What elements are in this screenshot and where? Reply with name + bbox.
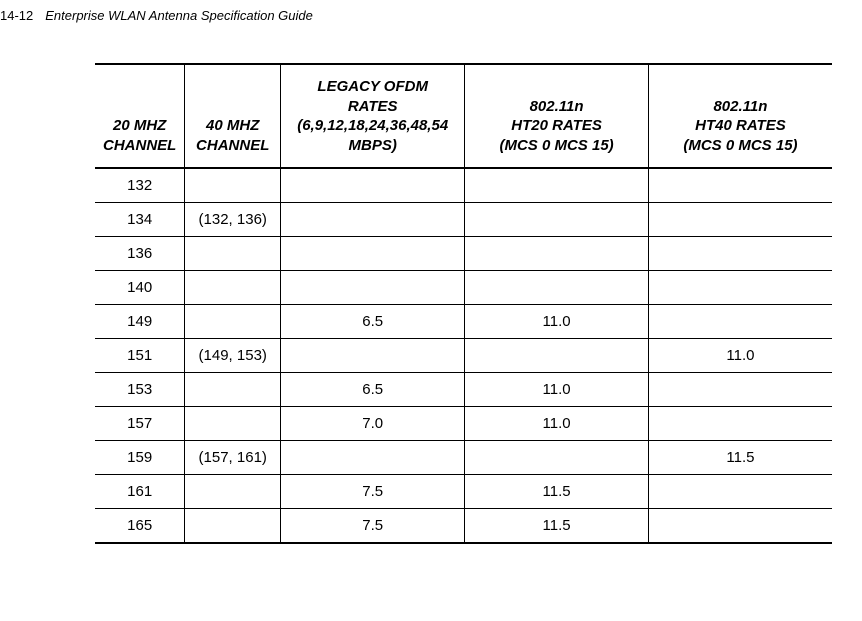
cell-ht40: 11.5 [648, 441, 832, 475]
cell-ht20: 11.5 [465, 509, 649, 544]
cell-20mhz: 151 [95, 339, 185, 373]
table-row: 159 (157, 161) 11.5 [95, 441, 832, 475]
table-container: 20 MHZ CHANNEL 40 MHZ CHANNEL LEGACY OFD… [0, 63, 832, 544]
header-text: 802.11n [657, 97, 824, 117]
col-header-legacy: LEGACY OFDM RATES (6,9,12,18,24,36,48,54… [281, 64, 465, 168]
cell-40mhz [185, 271, 281, 305]
table-row: 153 6.5 11.0 [95, 373, 832, 407]
cell-40mhz: (149, 153) [185, 339, 281, 373]
header-text: HT40 RATES [657, 116, 824, 136]
table-header-row: 20 MHZ CHANNEL 40 MHZ CHANNEL LEGACY OFD… [95, 64, 832, 168]
cell-40mhz [185, 407, 281, 441]
cell-legacy: 6.5 [281, 305, 465, 339]
col-header-ht20: 802.11n HT20 RATES (MCS 0 MCS 15) [465, 64, 649, 168]
header-text: (MCS 0 MCS 15) [473, 136, 640, 156]
header-text: MBPS) [289, 136, 456, 156]
cell-ht20 [465, 271, 649, 305]
cell-ht20 [465, 339, 649, 373]
cell-20mhz: 153 [95, 373, 185, 407]
header-text: (MCS 0 MCS 15) [657, 136, 824, 156]
cell-ht40 [648, 237, 832, 271]
cell-ht40: 11.0 [648, 339, 832, 373]
cell-legacy [281, 441, 465, 475]
cell-40mhz: (132, 136) [185, 203, 281, 237]
cell-ht40 [648, 373, 832, 407]
header-text: 20 MHZ [103, 116, 176, 136]
table-row: 132 [95, 168, 832, 203]
cell-ht40 [648, 509, 832, 544]
header-text: HT20 RATES [473, 116, 640, 136]
header-text: CHANNEL [103, 136, 176, 156]
header-text: 802.11n [473, 97, 640, 117]
table-row: 134 (132, 136) [95, 203, 832, 237]
cell-ht20: 11.0 [465, 407, 649, 441]
table-row: 140 [95, 271, 832, 305]
spec-table: 20 MHZ CHANNEL 40 MHZ CHANNEL LEGACY OFD… [95, 63, 832, 544]
cell-ht20 [465, 441, 649, 475]
cell-ht20: 11.0 [465, 305, 649, 339]
cell-ht20: 11.0 [465, 373, 649, 407]
cell-20mhz: 157 [95, 407, 185, 441]
cell-ht40 [648, 168, 832, 203]
col-header-ht40: 802.11n HT40 RATES (MCS 0 MCS 15) [648, 64, 832, 168]
table-row: 149 6.5 11.0 [95, 305, 832, 339]
header-text: 40 MHZ [193, 116, 272, 136]
cell-40mhz [185, 475, 281, 509]
cell-40mhz [185, 305, 281, 339]
header-text: RATES [289, 97, 456, 117]
cell-legacy [281, 168, 465, 203]
cell-40mhz: (157, 161) [185, 441, 281, 475]
cell-40mhz [185, 237, 281, 271]
cell-20mhz: 134 [95, 203, 185, 237]
cell-legacy [281, 203, 465, 237]
table-row: 161 7.5 11.5 [95, 475, 832, 509]
cell-ht20 [465, 237, 649, 271]
cell-ht20: 11.5 [465, 475, 649, 509]
cell-40mhz [185, 373, 281, 407]
cell-legacy: 7.5 [281, 509, 465, 544]
cell-20mhz: 149 [95, 305, 185, 339]
cell-ht40 [648, 271, 832, 305]
cell-40mhz [185, 168, 281, 203]
header-text: CHANNEL [193, 136, 272, 156]
cell-20mhz: 161 [95, 475, 185, 509]
cell-20mhz: 132 [95, 168, 185, 203]
cell-legacy [281, 237, 465, 271]
col-header-20mhz: 20 MHZ CHANNEL [95, 64, 185, 168]
cell-40mhz [185, 509, 281, 544]
page-number: 14-12 [0, 8, 33, 23]
cell-legacy: 7.5 [281, 475, 465, 509]
cell-ht40 [648, 407, 832, 441]
cell-ht40 [648, 203, 832, 237]
header-text: LEGACY OFDM [289, 77, 456, 97]
cell-legacy: 6.5 [281, 373, 465, 407]
cell-ht20 [465, 168, 649, 203]
document-title: Enterprise WLAN Antenna Specification Gu… [45, 8, 313, 23]
page-header: 14-12 Enterprise WLAN Antenna Specificat… [0, 8, 832, 23]
cell-20mhz: 140 [95, 271, 185, 305]
table-body: 132 134 (132, 136) 136 140 [95, 168, 832, 543]
cell-legacy [281, 271, 465, 305]
cell-20mhz: 159 [95, 441, 185, 475]
cell-legacy [281, 339, 465, 373]
cell-ht20 [465, 203, 649, 237]
cell-ht40 [648, 305, 832, 339]
cell-20mhz: 136 [95, 237, 185, 271]
table-row: 157 7.0 11.0 [95, 407, 832, 441]
table-row: 165 7.5 11.5 [95, 509, 832, 544]
table-row: 151 (149, 153) 11.0 [95, 339, 832, 373]
cell-ht40 [648, 475, 832, 509]
col-header-40mhz: 40 MHZ CHANNEL [185, 64, 281, 168]
header-text: (6,9,12,18,24,36,48,54 [289, 116, 456, 136]
table-row: 136 [95, 237, 832, 271]
cell-20mhz: 165 [95, 509, 185, 544]
cell-legacy: 7.0 [281, 407, 465, 441]
